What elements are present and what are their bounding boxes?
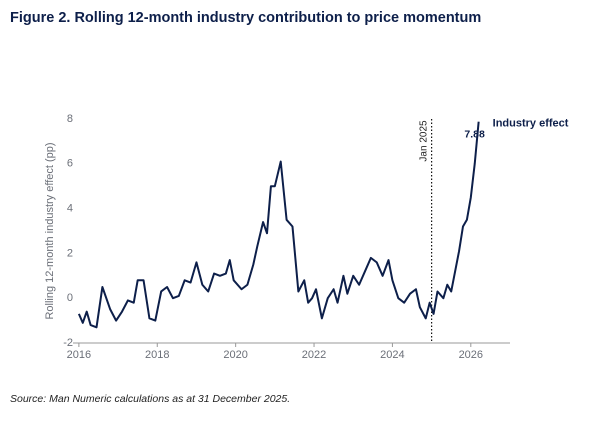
series-label: Industry effect [493,118,569,130]
x-tick-label: 2018 [145,349,169,361]
x-tick-label: 2024 [380,349,404,361]
annotation-label: Jan 2025 [418,120,429,162]
source-note: Source: Man Numeric calculations as at 3… [10,393,290,405]
x-tick-label: 2020 [223,349,247,361]
y-tick-label: 4 [67,203,73,215]
data-label: 7.88 [464,128,485,140]
x-tick-label: 2016 [67,349,91,361]
x-tick-label: 2026 [459,349,483,361]
y-tick-label: 8 [67,113,73,125]
y-tick-label: -2 [63,337,73,349]
chart-title: Figure 2. Rolling 12-month industry cont… [10,10,481,26]
series-line [77,121,480,329]
x-tick-label: 2022 [302,349,326,361]
y-axis-label: Rolling 12-month industry effect (pp) [44,142,56,319]
y-tick-label: 6 [67,158,73,170]
y-tick-label: 0 [67,292,73,304]
y-tick-label: 2 [67,247,73,259]
